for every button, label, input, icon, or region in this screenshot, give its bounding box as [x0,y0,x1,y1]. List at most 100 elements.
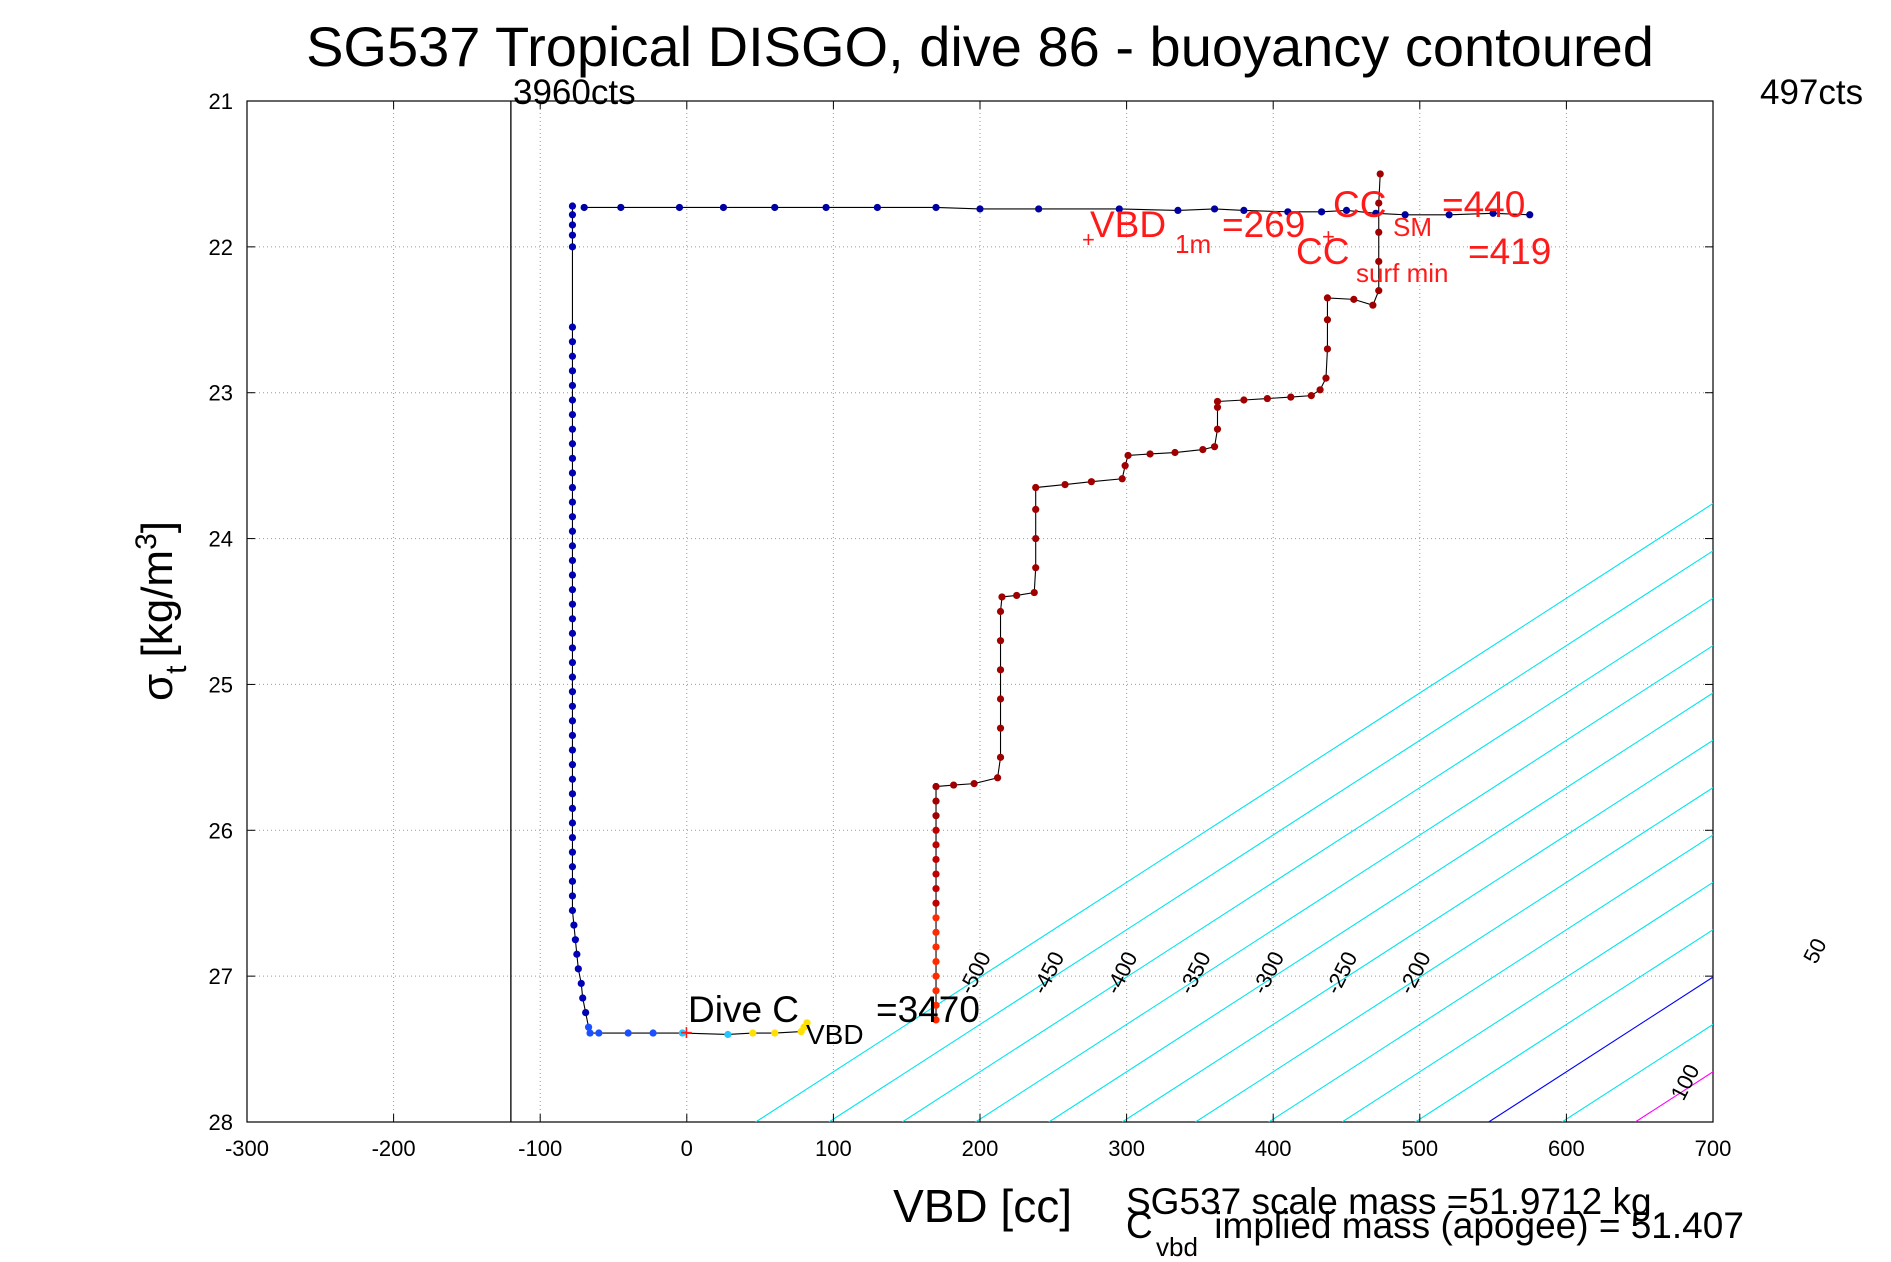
data-point-dive [568,513,577,521]
data-point-dive [678,1029,687,1037]
contour-line [1195,787,1713,1122]
contour-line [1268,834,1713,1122]
dive-c-label: Dive C [688,989,799,1030]
data-point-surface [1317,208,1326,216]
y-label-sub: t [160,665,193,674]
data-point-surface [1210,205,1219,213]
data-point-dive [568,702,577,710]
data-point-dive [568,658,577,667]
data-point-dive [586,1029,594,1037]
data-point-climb [1213,397,1222,406]
data-point-climb [932,972,940,980]
data-point-dive [568,243,577,251]
data-point-climb [1146,450,1154,458]
data-point-climb [1369,301,1377,309]
data-point-climb [1376,170,1384,178]
grid [247,101,1713,1122]
data-point-dive [568,673,577,681]
data-point-climb [1171,448,1179,457]
data-point-dive [724,1030,732,1039]
data-point-climb [998,593,1006,601]
data-point-dive [568,746,577,754]
data-point-climb [1032,505,1040,513]
x-tick-label: 200 [962,1136,999,1161]
data-point-dive [568,848,577,856]
y-label-unit: [kg/m [133,550,182,658]
data-point-climb [932,841,940,849]
y-tick-label: 26 [209,818,233,843]
data-point-dive [568,790,577,798]
y-tick-label: 21 [209,89,233,114]
data-point-surface [580,203,588,212]
data-point-climb [932,943,940,951]
data-point-dive [568,775,577,783]
data-point-surface [976,205,984,213]
data-point-dive [570,921,578,929]
ccsurf-marker: + [1322,224,1335,249]
data-point-surface [1284,208,1292,216]
data-point-surface [719,203,728,212]
y-axis-label: σt [kg/m3] [130,521,193,701]
data-point-climb [1263,394,1271,403]
data-series [568,170,1534,1039]
dive-c-value: =3470 [876,989,980,1030]
data-point-climb [1121,462,1129,470]
data-point-climb [932,928,940,936]
contour-line [1121,739,1713,1122]
contour-label: 50 [1798,934,1831,967]
data-point-dive [771,1029,779,1037]
data-point-dive [749,1029,757,1037]
data-point-surface [1115,205,1123,213]
data-point-climb [1350,295,1358,303]
data-point-dive [577,979,585,988]
data-point-dive [568,615,577,623]
data-point-dive [568,454,577,462]
ccsurf-label: CC [1296,231,1349,272]
data-point-climb [996,753,1005,761]
scale-mass-text: SG537 scale mass =51.9712 kg [1126,1181,1652,1222]
data-point-dive [568,586,577,594]
implied-mass-rest: implied mass (apogee) = 51.407 [1204,1205,1744,1246]
data-point-climb [996,724,1005,732]
ccsm-sub: SM [1393,212,1432,242]
data-point-dive [568,323,577,331]
data-point-dive [568,410,577,419]
data-point-dive [568,629,577,637]
data-point-climb [1287,393,1295,401]
data-point-climb [1323,316,1332,324]
data-point-dive [568,352,577,360]
data-point-climb [1013,591,1021,600]
data-point-climb [932,899,940,907]
dive-c-marker: + [680,1020,693,1045]
vbd1m-label: VBD [1090,204,1166,245]
data-point-dive [568,381,577,390]
buoyancy-contours [755,502,1713,1122]
data-point-climb [1032,534,1040,543]
data-point-climb [993,774,1002,782]
data-point-surface [932,203,940,212]
data-point-dive [568,556,577,565]
corner-right-label: 497cts [1760,73,1863,112]
data-point-dive [568,833,577,842]
ccsurf-value: =419 [1468,231,1551,272]
data-point-dive [571,936,579,944]
ccsm-label: CC [1333,184,1386,225]
data-point-climb [996,695,1005,703]
data-point-climb [1124,451,1132,460]
data-point-climb [1199,445,1207,454]
y-tick-label: 22 [209,235,233,260]
data-point-dive [568,688,577,696]
y-tick-label: 24 [209,527,233,552]
data-point-climb [1375,257,1383,266]
data-point-climb [1210,443,1219,451]
y-label-close: ] [133,521,182,533]
data-point-surface [1240,206,1248,214]
data-point-dive [568,644,577,652]
data-point-climb [1375,287,1383,295]
data-point-surface [1401,211,1409,219]
data-point-dive [582,1009,590,1017]
y-tick-label: 23 [209,381,233,406]
x-tick-label: 300 [1108,1136,1145,1161]
data-point-dive [568,877,577,885]
